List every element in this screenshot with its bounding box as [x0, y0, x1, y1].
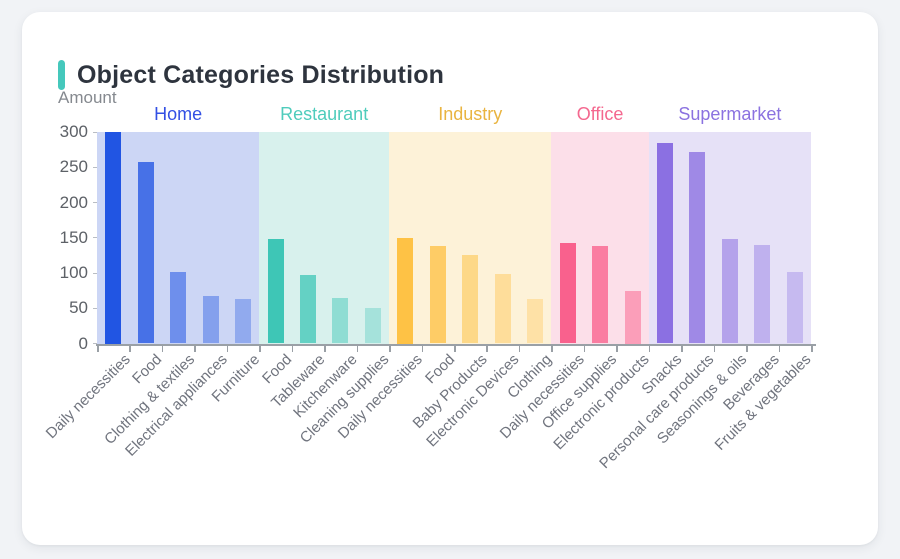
x-axis-tick-mark	[161, 345, 164, 352]
bar-tableware[interactable]	[299, 275, 316, 344]
bar-food[interactable]	[137, 161, 154, 344]
group-label-office: Office	[576, 104, 624, 124]
x-axis-tick-mark	[291, 345, 294, 352]
x-axis-tick-mark	[454, 345, 456, 352]
bar-kitchenware[interactable]	[332, 297, 349, 344]
x-axis-tick-mark	[713, 345, 716, 352]
y-axis-tick-mark	[93, 166, 97, 168]
x-axis-tick-mark	[551, 345, 553, 352]
x-axis-tick-mark	[259, 345, 261, 352]
y-axis-tick-label: 100	[59, 263, 88, 282]
bar-daily-necessities[interactable]	[397, 237, 414, 344]
bar-electronic-devices[interactable]	[494, 273, 511, 344]
x-axis-tick-mark	[324, 345, 326, 352]
x-axis-tick-mark	[356, 345, 359, 352]
x-axis-tick-mark	[778, 345, 781, 352]
x-axis-tick-mark	[194, 345, 196, 352]
y-axis-title: Amount	[58, 88, 117, 107]
y-axis-tick-mark	[93, 272, 97, 274]
x-axis-tick-mark	[129, 345, 131, 352]
group-label-home: Home	[154, 104, 203, 124]
x-axis-tick-mark	[811, 345, 813, 352]
bar-electronic-products[interactable]	[624, 290, 641, 344]
group-label-restaurant: Restaurant	[280, 104, 369, 124]
title-accent-bar	[58, 60, 65, 90]
bar-office-supplies[interactable]	[592, 246, 609, 344]
y-axis-tick-label: 250	[59, 157, 88, 177]
y-axis-tick-label: 200	[59, 192, 88, 212]
y-axis-tick-label: 0	[78, 333, 88, 353]
bar-food[interactable]	[267, 239, 284, 344]
x-axis-tick-mark	[616, 345, 618, 352]
x-axis-line	[96, 343, 816, 346]
x-axis-tick-mark	[421, 345, 424, 352]
x-axis-tick-mark	[389, 345, 391, 352]
bar-daily-necessities[interactable]	[559, 243, 576, 344]
x-axis-tick-mark	[583, 345, 586, 352]
y-axis-tick-mark	[93, 343, 97, 344]
x-axis-tick-mark	[681, 345, 683, 352]
y-axis-tick-mark	[93, 237, 97, 239]
bar-personal-care-products[interactable]	[689, 152, 706, 344]
bar-furniture[interactable]	[235, 299, 252, 344]
x-axis-tick-mark	[226, 345, 229, 352]
bar-beverages[interactable]	[754, 244, 771, 344]
y-axis-tick-label: 50	[69, 298, 88, 318]
y-axis-tick-mark	[93, 202, 97, 203]
bar-electrical-appliances[interactable]	[202, 295, 219, 344]
bar-clothing[interactable]	[527, 299, 544, 344]
bar-food[interactable]	[429, 246, 446, 344]
x-axis-tick-mark	[746, 345, 748, 352]
bar-cleaning-supplies[interactable]	[364, 307, 381, 344]
y-axis-tick-label: 300	[59, 122, 88, 141]
bar-snacks[interactable]	[656, 142, 673, 344]
group-label-supermarket: Supermarket	[678, 104, 782, 124]
y-axis-tick-mark	[93, 131, 97, 133]
bar-baby-products[interactable]	[462, 254, 479, 344]
title-row: Object Categories Distribution	[58, 60, 444, 90]
x-axis-tick-mark	[518, 345, 521, 352]
x-axis-tick-mark	[97, 345, 99, 352]
group-label-industry: Industry	[438, 104, 503, 124]
y-axis-tick-mark	[93, 307, 97, 309]
y-axis-tick-label: 150	[59, 227, 88, 247]
x-axis-tick-mark	[648, 345, 651, 352]
x-axis-tick-mark	[486, 345, 488, 352]
bar-fruits-vegetables[interactable]	[786, 272, 803, 344]
bar-clothing-textiles[interactable]	[170, 271, 187, 344]
chart-title: Object Categories Distribution	[77, 60, 445, 89]
bar-daily-necessities[interactable]	[105, 132, 122, 344]
bar-seasonings-oils[interactable]	[721, 239, 738, 344]
